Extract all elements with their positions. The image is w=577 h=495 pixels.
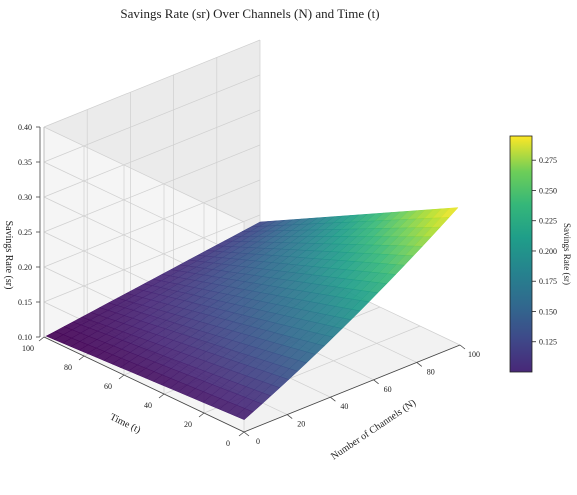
grid-line-z-right [43,39,261,128]
grid-line-z-left [43,161,245,258]
colorbar-label: Savings Rate (sr) [562,223,572,285]
grid-line-z-right [43,179,261,268]
y-tick-label: 20 [184,420,192,429]
y-axis-line [43,336,245,433]
grid-line-z-right [43,74,261,163]
z-tick-label: 0.40 [18,123,32,132]
y-tick [78,355,85,361]
x-tick-label: 0 [256,437,260,446]
x-tick [459,344,466,350]
x-tick-label: 60 [384,385,392,394]
y-tick [198,412,205,418]
colorbar-tick-label: 0.225 [539,217,557,226]
z-tick-label: 0.35 [18,158,32,167]
z-tick-label: 0.15 [18,298,32,307]
x-tick [330,396,336,402]
chart-title: Savings Rate (sr) Over Channels (N) and … [120,6,379,21]
colorbar-tick-label: 0.250 [539,186,557,195]
x-tick-label: 40 [340,402,348,411]
x-tick [416,362,423,367]
axes: 0 20 40 60 80 100 0 20 40 60 80 100 0.10 0.15 0.20 0.25… [18,123,480,448]
x-axis-line [243,344,461,433]
surface-mesh [45,207,459,420]
grid-line-z-left [43,126,245,223]
y-tick-label: 40 [144,401,152,410]
grid-line-z-right [43,109,261,198]
x-tick [286,414,293,419]
y-tick [118,374,125,380]
colorbar-tick-label: 0.175 [539,277,557,286]
x-tick-label: 100 [468,350,480,359]
y-tick-label: 60 [104,382,112,391]
y-tick [158,393,165,399]
z-tick-label: 0.20 [18,263,32,272]
colorbar-gradient [509,135,533,373]
colorbar-ticks: 0.125 0.150 0.175 0.200 0.225 0.250 0.275 [532,156,557,347]
surface-cell [235,408,254,420]
y-tick-label: 80 [64,363,72,372]
z-axis-label: Savings Rate (sr) [3,221,14,290]
y-tick-label: 0 [226,439,230,448]
y-tick [38,336,45,342]
colorbar-tick-label: 0.200 [539,247,557,256]
x-tick [243,431,250,437]
colorbar-tick-label: 0.125 [539,338,557,347]
colorbar-tick-label: 0.275 [539,156,557,165]
z-tick-label: 0.25 [18,228,32,237]
x-tick-label: 80 [427,367,435,376]
x-tick-label: 20 [297,420,305,429]
grid-line-z-right [43,144,261,233]
grid-line-z-right [43,214,261,303]
z-tick-label: 0.10 [18,333,32,342]
z-tick-label: 0.30 [18,193,32,202]
y-tick [238,431,245,437]
y-axis-label: Time (t) [108,412,142,436]
x-tick [373,379,379,385]
colorbar: 0.125 0.150 0.175 0.200 0.225 0.250 0.275 Savi… [509,135,572,373]
y-tick-label: 100 [22,344,34,353]
colorbar-tick-label: 0.150 [539,307,557,316]
